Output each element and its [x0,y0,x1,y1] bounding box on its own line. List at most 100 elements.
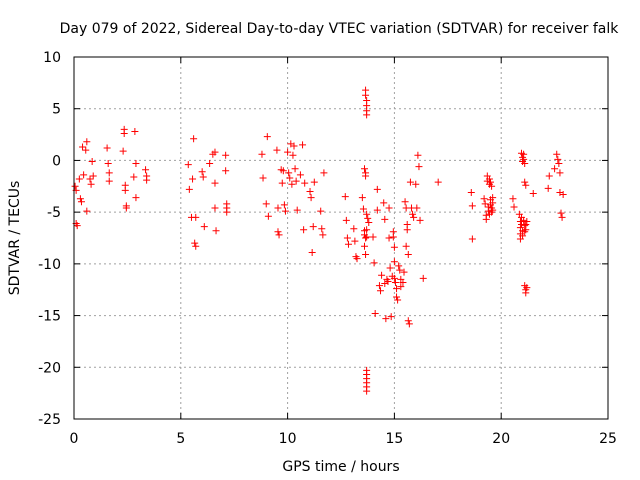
data-point [105,169,113,177]
data-point [382,315,390,323]
data-point [363,210,371,218]
data-point [373,206,381,214]
x-tick-label: 0 [70,431,79,447]
data-point [397,283,405,291]
data-point [103,144,111,152]
data-point [509,195,517,203]
data-point [559,191,567,199]
data-point [393,293,401,301]
data-point [222,151,230,159]
data-point [489,199,497,207]
data-point [402,242,410,250]
data-point [405,320,413,328]
data-point [320,169,328,177]
data-point [192,242,200,250]
y-tick-label: 5 [52,102,61,118]
data-point [275,231,283,239]
data-point [558,213,566,221]
data-point [510,203,518,211]
data-point [310,178,318,186]
data-point [199,173,207,181]
data-point [223,208,231,216]
x-tick-label: 5 [176,431,185,447]
data-points [71,86,567,395]
data-point [521,160,529,168]
data-point [190,135,198,143]
data-point [410,213,418,221]
data-point [296,171,304,179]
data-point [390,274,398,282]
data-point [143,176,151,184]
data-point [544,184,552,192]
data-point [191,239,199,247]
data-point [87,180,95,188]
data-point [403,226,411,234]
data-point [317,207,325,215]
data-point [273,146,281,154]
data-point [390,258,398,266]
data-point [557,209,565,217]
x-axis-label: GPS time / hours [282,459,399,475]
data-point [301,179,309,187]
data-point [307,194,315,202]
data-point [83,138,91,146]
data-point [121,186,129,194]
data-point [553,150,561,158]
data-point [281,207,289,215]
data-point [484,207,492,215]
data-point [198,168,206,176]
data-point [262,200,270,208]
data-point [300,226,308,234]
data-point [522,181,530,189]
data-point [344,240,352,248]
y-tick-labels: 10 5 0 -5 -10 -15 -20 -25 [38,50,61,428]
y-tick-label: -5 [47,205,61,221]
plot-frame [73,56,609,420]
data-point [522,289,530,297]
data-point [412,180,420,188]
data-point [399,278,407,286]
data-point [212,227,220,235]
data-point [555,160,563,168]
data-point [401,198,409,206]
data-point [291,165,299,173]
data-point [132,194,140,202]
data-point [545,172,553,180]
x-tick-label: 10 [279,431,297,447]
data-point [119,147,127,155]
data-point [363,226,371,234]
data-point [350,225,358,233]
data-point [467,188,475,196]
data-point [86,175,94,183]
data-point [288,180,296,188]
x-tick-label: 15 [385,431,403,447]
y-axis-label: SDTVAR / TECUs [7,181,23,296]
data-point [293,206,301,214]
data-point [413,204,421,212]
data-point [373,185,381,193]
data-point [520,216,528,224]
data-point [384,277,392,285]
y-tick-label: -20 [38,360,61,376]
data-point [378,271,386,279]
data-point [393,285,401,293]
y-tick-label: -15 [38,309,61,325]
y-tick-label: 0 [52,153,61,169]
data-point [211,148,219,156]
data-point [82,146,90,154]
data-point [385,204,393,212]
y-tick-label: -10 [38,257,61,273]
data-point [409,210,417,218]
data-point [259,174,267,182]
data-point [416,216,424,224]
data-point [105,177,113,185]
data-point [353,255,361,263]
data-point [365,218,373,226]
data-point [343,234,351,242]
data-point [389,233,397,241]
data-point [363,233,371,241]
data-point [362,91,370,99]
data-point [319,231,327,239]
